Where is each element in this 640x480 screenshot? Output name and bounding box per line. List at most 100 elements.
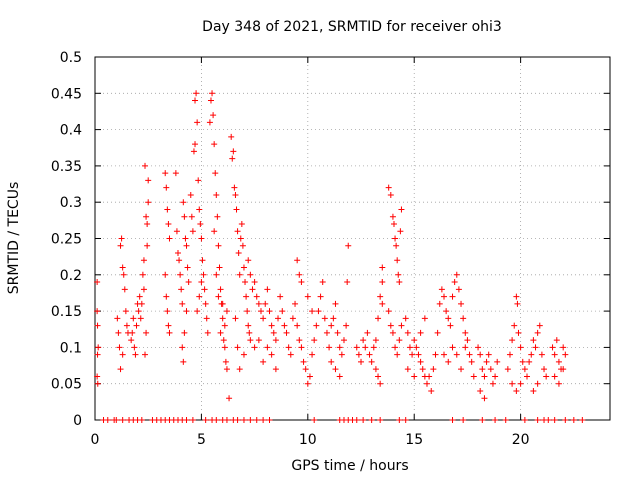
data-point bbox=[551, 351, 558, 358]
data-point bbox=[514, 300, 521, 307]
data-point bbox=[240, 417, 247, 423]
data-point bbox=[377, 293, 384, 300]
data-point bbox=[94, 322, 101, 329]
data-point bbox=[524, 373, 531, 380]
data-point bbox=[330, 315, 337, 322]
data-point bbox=[189, 228, 196, 235]
data-point bbox=[234, 228, 241, 235]
data-point bbox=[196, 293, 203, 300]
data-point bbox=[275, 315, 282, 322]
data-point bbox=[131, 344, 138, 351]
data-point bbox=[202, 417, 209, 423]
data-point bbox=[475, 344, 482, 351]
data-point bbox=[183, 308, 190, 315]
data-point bbox=[94, 308, 101, 315]
data-point bbox=[487, 366, 494, 373]
data-point bbox=[298, 279, 305, 286]
data-point bbox=[232, 315, 239, 322]
data-point bbox=[142, 162, 149, 169]
data-point bbox=[494, 358, 501, 365]
data-point bbox=[521, 417, 528, 423]
data-point bbox=[226, 395, 233, 402]
data-point bbox=[530, 387, 537, 394]
data-point bbox=[231, 184, 238, 191]
data-point bbox=[396, 337, 403, 344]
data-point bbox=[311, 337, 318, 344]
data-point bbox=[144, 242, 151, 249]
data-point bbox=[449, 344, 456, 351]
data-point bbox=[119, 264, 126, 271]
data-point bbox=[489, 380, 496, 387]
data-point bbox=[240, 264, 247, 271]
data-point bbox=[492, 373, 499, 380]
data-point bbox=[116, 344, 123, 351]
data-point bbox=[219, 315, 226, 322]
data-point bbox=[244, 308, 251, 315]
data-point bbox=[362, 344, 369, 351]
data-point bbox=[181, 213, 188, 220]
data-point bbox=[192, 97, 199, 104]
data-point bbox=[289, 315, 296, 322]
data-point bbox=[198, 235, 205, 242]
data-point bbox=[536, 322, 543, 329]
data-point bbox=[481, 395, 488, 402]
data-point bbox=[219, 300, 226, 307]
data-point bbox=[223, 417, 230, 423]
data-point bbox=[179, 344, 186, 351]
data-point bbox=[402, 417, 409, 423]
data-point bbox=[358, 358, 365, 365]
data-point bbox=[532, 344, 539, 351]
data-point bbox=[304, 380, 311, 387]
data-point bbox=[426, 373, 433, 380]
data-point bbox=[534, 417, 541, 423]
data-point bbox=[122, 308, 129, 315]
data-point bbox=[268, 351, 275, 358]
data-point bbox=[396, 279, 403, 286]
data-point bbox=[251, 279, 258, 286]
data-point bbox=[95, 344, 102, 351]
data-point bbox=[483, 358, 490, 365]
data-point bbox=[428, 387, 435, 394]
data-point bbox=[213, 417, 220, 423]
data-point bbox=[379, 264, 386, 271]
data-point bbox=[458, 300, 465, 307]
data-point bbox=[113, 417, 120, 423]
data-point bbox=[164, 308, 171, 315]
data-point bbox=[296, 271, 303, 278]
data-point bbox=[240, 351, 247, 358]
data-point bbox=[460, 315, 467, 322]
y-tick-labels: 0 0.05 0.1 0.15 0.2 0.25 0.3 0.35 0.4 0.45 0.5 bbox=[51, 50, 82, 429]
data-point bbox=[470, 373, 477, 380]
y-axis-label: SRMTID / TECUs bbox=[6, 182, 22, 295]
data-point bbox=[114, 315, 121, 322]
data-point bbox=[121, 286, 128, 293]
data-point bbox=[436, 300, 443, 307]
data-point bbox=[309, 308, 316, 315]
data-point bbox=[201, 286, 208, 293]
data-point bbox=[315, 308, 322, 315]
data-point bbox=[268, 322, 275, 329]
data-point bbox=[230, 148, 237, 155]
data-point bbox=[228, 133, 235, 140]
data-point bbox=[176, 257, 183, 264]
data-point bbox=[479, 366, 486, 373]
data-point bbox=[332, 366, 339, 373]
data-point bbox=[142, 351, 149, 358]
data-point bbox=[326, 344, 333, 351]
data-point bbox=[372, 366, 379, 373]
data-point bbox=[217, 329, 224, 336]
data-point bbox=[285, 344, 292, 351]
data-point bbox=[184, 264, 191, 271]
data-point bbox=[239, 242, 246, 249]
data-point bbox=[432, 351, 439, 358]
data-point bbox=[460, 417, 467, 423]
data-point bbox=[277, 293, 284, 300]
data-point bbox=[272, 337, 279, 344]
data-point bbox=[242, 279, 249, 286]
data-point bbox=[521, 366, 528, 373]
data-point bbox=[243, 293, 250, 300]
data-point bbox=[222, 358, 229, 365]
data-point bbox=[238, 220, 245, 227]
data-point bbox=[266, 308, 273, 315]
